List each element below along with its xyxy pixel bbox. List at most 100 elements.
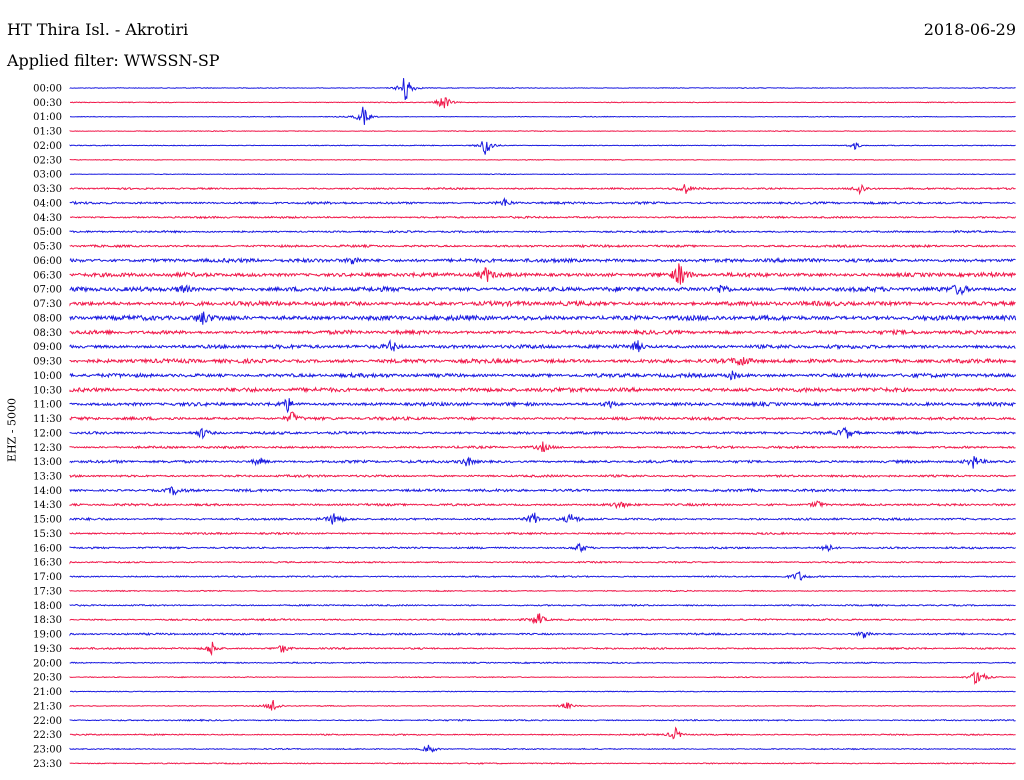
trace-row [69, 512, 1016, 525]
trace-row [69, 299, 1016, 308]
trace-row [69, 441, 1016, 453]
trace-row [69, 690, 1016, 693]
time-label: 14:00 [33, 486, 62, 497]
time-label: 13:00 [33, 457, 62, 468]
trace-row [69, 744, 1016, 753]
time-label: 07:00 [33, 285, 62, 296]
time-label: 08:30 [33, 328, 62, 339]
trace-row [69, 370, 1017, 381]
trace-row [69, 631, 1016, 639]
time-label: 02:30 [33, 155, 62, 166]
time-label: 13:30 [33, 471, 62, 482]
trace-row [69, 130, 1016, 133]
time-label: 23:30 [33, 759, 62, 770]
trace-row [69, 158, 1016, 161]
trace-row [69, 589, 1016, 593]
trace-row [69, 243, 1016, 249]
trace-row [69, 338, 1016, 353]
trace-row [69, 357, 1017, 367]
filter-label: Applied filter: WWSSN-SP [7, 51, 220, 70]
time-label: 17:30 [33, 586, 62, 597]
time-label: 12:00 [33, 428, 62, 439]
trace-row [69, 473, 1016, 479]
time-label: 10:30 [33, 385, 62, 396]
trace-row [69, 78, 1016, 101]
time-label: 06:30 [33, 270, 62, 281]
time-label: 01:30 [33, 127, 62, 138]
time-label: 00:00 [33, 84, 62, 95]
time-label: 16:00 [33, 543, 62, 554]
trace-row [69, 256, 1016, 265]
trace-row [69, 726, 1016, 740]
time-label: 05:30 [33, 242, 62, 253]
trace-row [69, 761, 1016, 765]
trace-row [69, 661, 1016, 665]
time-label: 11:00 [33, 400, 62, 411]
time-label: 08:00 [33, 313, 62, 324]
trace-row [70, 97, 1016, 109]
trace-row [69, 500, 1016, 510]
time-label: 19:30 [33, 644, 62, 655]
trace-row [69, 531, 1016, 536]
time-label: 18:00 [33, 601, 62, 612]
seismic-traces [69, 78, 1017, 765]
time-label: 20:30 [33, 673, 62, 684]
trace-row [69, 486, 1016, 496]
trace-row [69, 183, 1016, 196]
trace-row [69, 571, 1016, 581]
trace-row [69, 398, 1016, 414]
trace-row [69, 613, 1016, 625]
time-label: 10:00 [33, 371, 62, 382]
time-label: 11:30 [33, 414, 62, 425]
trace-row [69, 196, 1016, 207]
time-label: 14:30 [33, 500, 62, 511]
trace-row [69, 718, 1016, 723]
time-label: 16:30 [33, 558, 62, 569]
trace-row [69, 311, 1017, 325]
time-label: 22:00 [33, 716, 62, 727]
trace-row [69, 215, 1017, 220]
trace-row [69, 229, 1016, 234]
trace-row [69, 426, 1016, 440]
time-label: 09:00 [33, 342, 62, 353]
station-title: HT Thira Isl. - Akrotiri [7, 20, 189, 39]
time-label: 15:00 [33, 515, 62, 526]
time-label: 06:00 [33, 256, 62, 267]
trace-row [69, 386, 1016, 394]
time-labels: 00:00 00:30 01:00 01:30 02:00 02:30 03:00 03:30… [33, 84, 62, 770]
trace-row [69, 263, 1017, 285]
trace-row [69, 671, 1016, 686]
time-label: 09:30 [33, 357, 62, 368]
trace-row [69, 328, 1017, 336]
time-label: 12:30 [33, 443, 62, 454]
trace-row [69, 173, 1016, 176]
time-label: 21:00 [33, 687, 62, 698]
trace-row [69, 560, 1016, 565]
time-label: 04:30 [33, 213, 62, 224]
time-label: 03:00 [33, 170, 62, 181]
trace-row [69, 141, 1016, 155]
time-label: 05:00 [33, 227, 62, 238]
time-label: 15:30 [33, 529, 62, 540]
time-label: 20:00 [33, 658, 62, 669]
time-label: 00:30 [33, 98, 62, 109]
trace-row [69, 699, 1016, 711]
time-label: 07:30 [33, 299, 62, 310]
trace-row [69, 455, 1016, 469]
trace-row [69, 411, 1016, 422]
trace-row [69, 284, 1017, 296]
trace-row [69, 603, 1016, 608]
time-label: 02:00 [33, 141, 62, 152]
time-label: 01:00 [33, 112, 62, 123]
time-label: 04:00 [33, 198, 62, 209]
time-label: 22:30 [33, 730, 62, 741]
time-label: 21:30 [33, 701, 62, 712]
time-label: 17:00 [33, 572, 62, 583]
time-label: 18:30 [33, 615, 62, 626]
trace-row [69, 542, 1016, 553]
time-label: 23:00 [33, 745, 62, 756]
time-label: 03:30 [33, 184, 62, 195]
trace-row [69, 641, 1016, 657]
trace-row [69, 106, 1016, 125]
